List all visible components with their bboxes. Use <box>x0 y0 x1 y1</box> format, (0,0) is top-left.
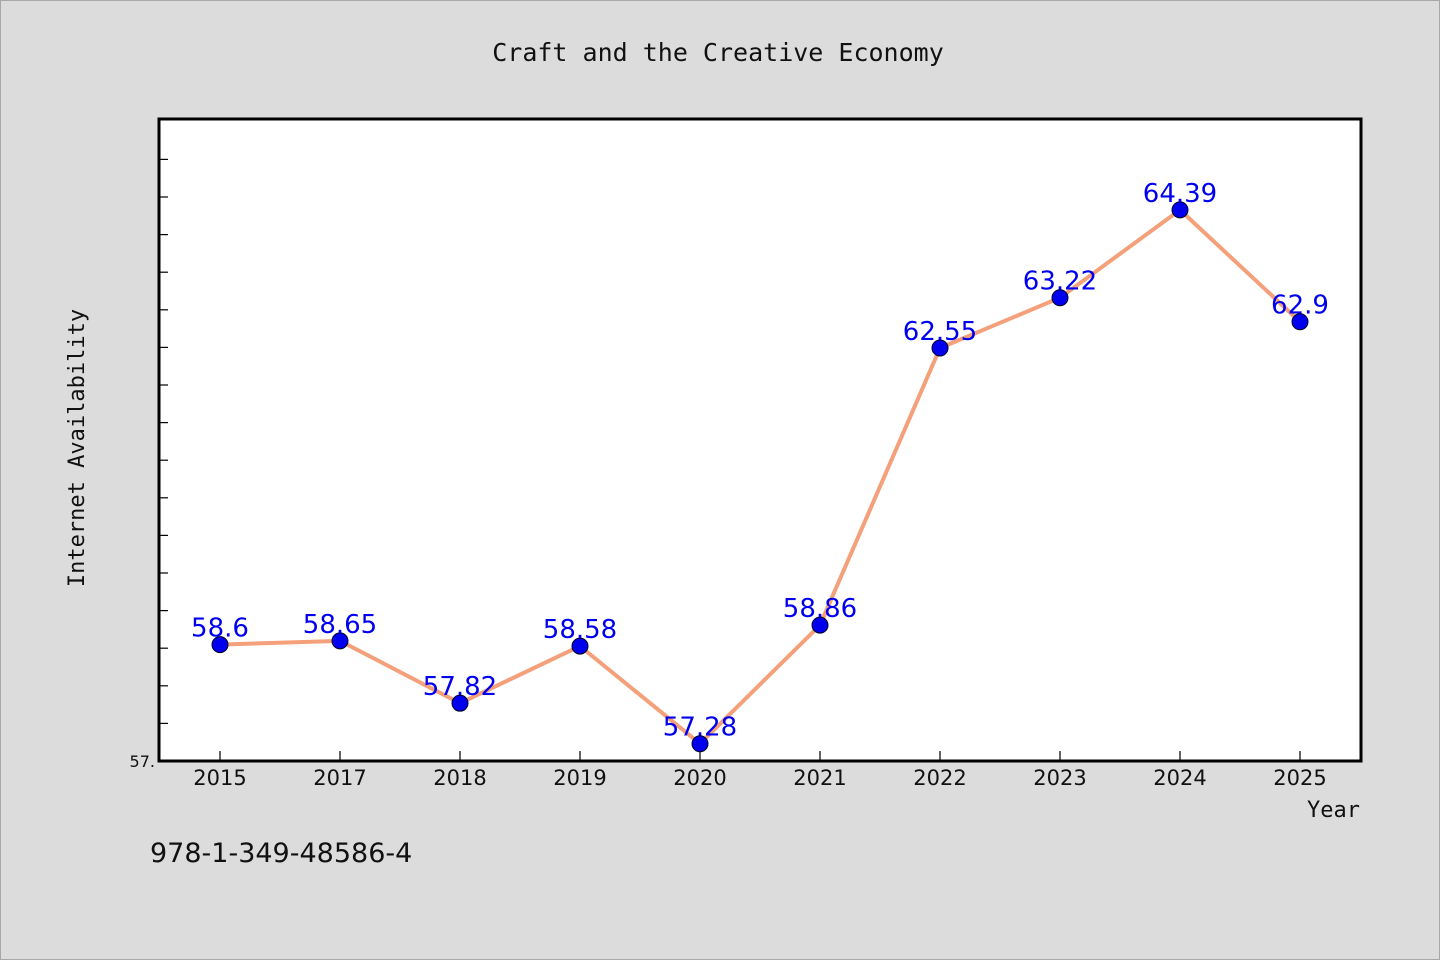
data-label: 57.82 <box>423 672 497 702</box>
data-point <box>691 735 709 753</box>
x-tick-labels: 2015 2017 2018 2019 2020 2021 2022 2023 2024 2025 <box>193 766 1326 790</box>
data-point <box>1171 201 1189 219</box>
x-tick-label: 2015 <box>193 766 246 790</box>
data-point <box>1051 289 1069 307</box>
data-point <box>451 694 469 712</box>
chart-title: Craft and the Creative Economy <box>492 38 944 67</box>
series-line-segment <box>938 295 1062 351</box>
y-axis-label: Internet Availability <box>65 309 90 587</box>
series-line-segment <box>1178 207 1302 324</box>
series-line-segment <box>218 638 342 647</box>
data-label: 63.22 <box>1023 267 1097 297</box>
series-line-segment <box>338 638 462 706</box>
data-point <box>931 339 949 357</box>
x-tick-label: 2022 <box>913 766 966 790</box>
data-point <box>571 637 589 655</box>
data-label: 62.9 <box>1271 291 1329 321</box>
x-tick-label: 2017 <box>313 766 366 790</box>
series-line-segment <box>458 644 582 706</box>
data-label: 62.55 <box>903 317 977 347</box>
series-line-segment <box>818 346 942 628</box>
x-tick-label: 2023 <box>1033 766 1086 790</box>
x-tick-label: 2024 <box>1153 766 1206 790</box>
data-label: 58.65 <box>303 610 377 640</box>
x-tick-label: 2018 <box>433 766 486 790</box>
plot-border <box>157 117 1363 763</box>
series-lines <box>218 207 1302 746</box>
data-point <box>811 616 829 634</box>
data-label: 58.6 <box>191 614 249 644</box>
x-axis-ticks <box>219 751 1301 761</box>
series-points <box>211 201 1309 753</box>
data-label: 58.58 <box>543 615 617 645</box>
data-point <box>211 636 229 654</box>
data-label: 58.86 <box>783 594 857 624</box>
data-label: 57.28 <box>663 713 737 743</box>
x-axis-label: Year <box>1307 798 1360 823</box>
x-tick-label: 2020 <box>673 766 726 790</box>
series-line-segment <box>1058 207 1182 300</box>
data-labels: 58.6 58.65 57.82 58.58 57.28 58.86 62.55 63.22 6… <box>191 179 1329 743</box>
isbn-text: 978-1-349-48586-4 <box>150 838 412 869</box>
y-tick-label: 57. <box>130 752 155 771</box>
x-tick-label: 2021 <box>793 766 846 790</box>
series-line-segment <box>698 623 822 746</box>
series-line-segment <box>578 644 702 746</box>
x-tick-label: 2019 <box>553 766 606 790</box>
x-tick-label: 2025 <box>1273 766 1326 790</box>
data-label: 64.39 <box>1143 179 1217 209</box>
data-point <box>331 632 349 650</box>
y-tick-labels: 57. <box>130 752 155 771</box>
data-point <box>1291 313 1309 331</box>
